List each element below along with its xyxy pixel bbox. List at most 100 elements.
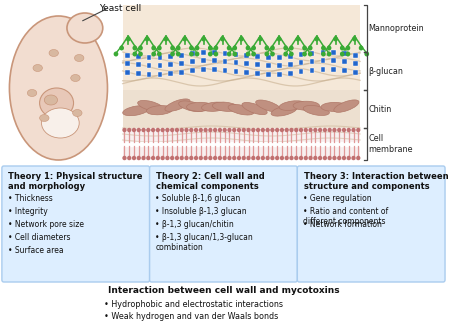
Ellipse shape [321, 46, 326, 50]
Text: • Surface area: • Surface area [8, 246, 63, 255]
Ellipse shape [289, 156, 293, 160]
Ellipse shape [194, 128, 198, 132]
Ellipse shape [223, 128, 227, 132]
Ellipse shape [308, 46, 312, 50]
Ellipse shape [289, 51, 294, 57]
Ellipse shape [132, 46, 137, 50]
Ellipse shape [208, 51, 213, 57]
Ellipse shape [346, 128, 351, 132]
Bar [125, 70, 130, 74]
Ellipse shape [264, 46, 269, 50]
Bar [212, 67, 217, 72]
Ellipse shape [213, 156, 217, 160]
Ellipse shape [232, 46, 237, 50]
Ellipse shape [141, 128, 146, 132]
Text: • Integrity: • Integrity [8, 207, 47, 216]
Ellipse shape [208, 128, 212, 132]
Ellipse shape [161, 128, 165, 132]
Ellipse shape [294, 156, 298, 160]
Ellipse shape [334, 100, 359, 112]
Ellipse shape [284, 128, 289, 132]
Ellipse shape [275, 128, 279, 132]
Ellipse shape [151, 46, 156, 50]
Ellipse shape [33, 64, 43, 72]
Ellipse shape [313, 128, 318, 132]
Bar [212, 50, 217, 55]
Ellipse shape [67, 13, 103, 43]
Ellipse shape [175, 156, 179, 160]
Bar [353, 70, 358, 74]
Ellipse shape [73, 110, 82, 116]
Ellipse shape [195, 46, 200, 50]
Ellipse shape [332, 156, 337, 160]
Bar [299, 52, 303, 57]
Bar [179, 70, 184, 75]
Ellipse shape [138, 51, 143, 57]
Ellipse shape [170, 51, 175, 57]
Ellipse shape [9, 16, 108, 160]
Ellipse shape [289, 128, 293, 132]
Bar [331, 67, 336, 72]
Ellipse shape [308, 51, 312, 57]
Text: Theory 2: Cell wall and
chemical components: Theory 2: Cell wall and chemical compone… [156, 172, 265, 191]
Bar [255, 72, 260, 76]
Ellipse shape [318, 128, 322, 132]
Bar [331, 50, 336, 55]
Ellipse shape [214, 51, 218, 57]
Ellipse shape [304, 156, 308, 160]
Ellipse shape [176, 51, 181, 57]
Ellipse shape [256, 128, 260, 132]
Text: • Soluble β-1,6 glucan: • Soluble β-1,6 glucan [155, 194, 240, 203]
Ellipse shape [137, 128, 141, 132]
Ellipse shape [246, 156, 251, 160]
Ellipse shape [359, 46, 364, 50]
Bar [201, 50, 206, 55]
Bar [310, 59, 314, 64]
Bar [168, 62, 173, 67]
Ellipse shape [237, 128, 241, 132]
Ellipse shape [146, 128, 150, 132]
Ellipse shape [303, 105, 329, 115]
Ellipse shape [199, 128, 203, 132]
Ellipse shape [333, 36, 338, 42]
Bar [223, 58, 228, 64]
Ellipse shape [337, 128, 341, 132]
Ellipse shape [227, 51, 231, 57]
Ellipse shape [232, 156, 237, 160]
Text: • Network pore size: • Network pore size [8, 220, 83, 229]
Bar [168, 71, 173, 76]
Ellipse shape [199, 156, 203, 160]
Ellipse shape [327, 51, 331, 57]
Ellipse shape [296, 36, 301, 42]
Ellipse shape [228, 156, 232, 160]
Bar [146, 72, 151, 77]
Ellipse shape [280, 156, 284, 160]
Ellipse shape [251, 128, 255, 132]
Ellipse shape [228, 128, 232, 132]
Ellipse shape [182, 36, 187, 42]
Ellipse shape [161, 156, 165, 160]
Ellipse shape [342, 156, 346, 160]
Ellipse shape [180, 156, 184, 160]
Text: Mannoprotein: Mannoprotein [369, 24, 424, 33]
Ellipse shape [323, 156, 327, 160]
Ellipse shape [346, 51, 350, 57]
Ellipse shape [304, 128, 308, 132]
Bar [353, 53, 358, 58]
Ellipse shape [242, 128, 246, 132]
Ellipse shape [265, 128, 270, 132]
Bar [123, 5, 360, 160]
Ellipse shape [251, 46, 256, 50]
Bar [125, 60, 130, 66]
Ellipse shape [246, 51, 250, 57]
Ellipse shape [74, 55, 84, 61]
Ellipse shape [279, 101, 305, 111]
Bar [190, 69, 195, 73]
Ellipse shape [170, 128, 174, 132]
Ellipse shape [170, 156, 174, 160]
Bar [299, 69, 303, 74]
Ellipse shape [123, 106, 149, 116]
Bar [331, 58, 336, 63]
Bar [136, 62, 140, 67]
Ellipse shape [340, 46, 345, 50]
